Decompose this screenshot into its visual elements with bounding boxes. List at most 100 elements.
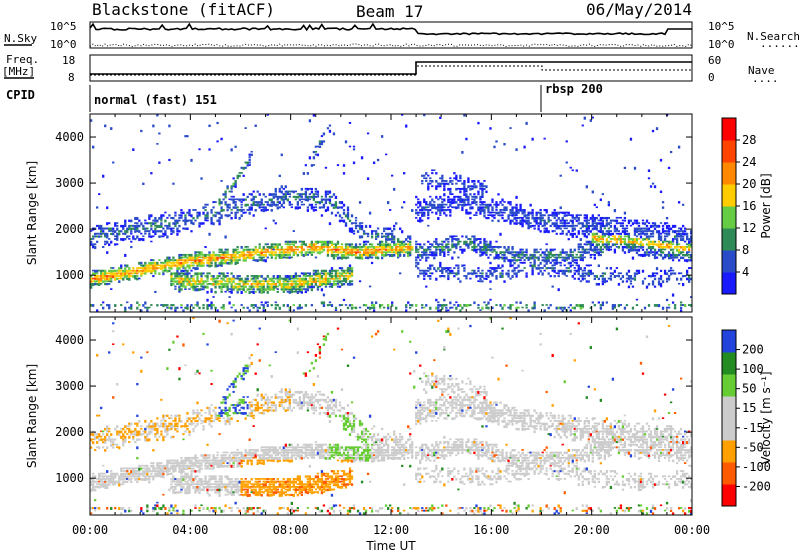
range-cell xyxy=(96,275,99,278)
range-cell xyxy=(475,246,478,248)
range-cell xyxy=(202,480,205,483)
range-cell xyxy=(366,306,370,309)
range-cell xyxy=(94,475,97,479)
range-cell xyxy=(423,251,426,255)
range-cell xyxy=(483,211,486,214)
range-cell xyxy=(453,243,456,247)
range-cell xyxy=(148,438,151,442)
range-cell xyxy=(483,214,486,218)
range-cell xyxy=(248,209,251,211)
range-cell xyxy=(114,427,117,431)
range-cell xyxy=(449,201,452,204)
range-cell xyxy=(523,209,526,212)
range-cell xyxy=(194,456,197,460)
range-cell xyxy=(589,243,592,247)
range-cell xyxy=(150,240,153,243)
range-cell xyxy=(236,261,239,265)
range-cell xyxy=(661,306,665,310)
range-cell xyxy=(421,182,424,185)
range-cell xyxy=(154,219,157,222)
range-cell xyxy=(108,351,111,354)
range-cell xyxy=(561,269,564,273)
range-cell xyxy=(280,251,283,254)
range-cell xyxy=(429,246,432,248)
range-cell xyxy=(178,253,181,257)
range-cell xyxy=(487,306,490,310)
range-cell xyxy=(374,235,378,238)
range-cell xyxy=(246,256,249,259)
range-cell xyxy=(178,288,181,292)
range-cell xyxy=(477,267,480,270)
range-cell xyxy=(391,230,394,233)
range-cell xyxy=(521,222,524,226)
range-cell xyxy=(302,240,306,244)
range-cell xyxy=(487,269,490,272)
range-cell xyxy=(473,201,476,204)
range-cell xyxy=(284,248,287,251)
range-cell xyxy=(278,243,281,246)
range-cell xyxy=(184,462,187,465)
range-cell xyxy=(322,301,326,304)
range-cell xyxy=(282,280,285,283)
range-cell xyxy=(256,277,259,280)
range-cell xyxy=(312,272,316,276)
range-cell xyxy=(593,248,596,252)
range-cell xyxy=(254,124,257,127)
range-cell xyxy=(615,222,619,225)
range-cell xyxy=(174,280,177,283)
colorbar-tick-label: 4 xyxy=(742,265,749,279)
range-cell xyxy=(613,243,617,246)
range-cell xyxy=(679,238,683,242)
range-cell xyxy=(184,488,187,492)
range-cell xyxy=(164,470,167,473)
range-cell xyxy=(533,301,536,305)
range-cell xyxy=(188,491,191,494)
freq-label: Freq. xyxy=(6,53,39,66)
range-cell xyxy=(485,206,488,209)
range-cell xyxy=(292,251,295,254)
range-cell xyxy=(599,304,602,307)
range-cell xyxy=(104,441,107,444)
range-cell xyxy=(433,246,436,248)
range-cell xyxy=(449,272,452,275)
range-cell xyxy=(168,470,171,473)
range-cell xyxy=(571,259,574,263)
range-cell xyxy=(238,251,241,254)
power-scatter-data xyxy=(90,114,693,313)
range-cell xyxy=(170,462,173,465)
range-cell xyxy=(184,261,187,264)
range-cell xyxy=(200,454,203,457)
range-cell xyxy=(110,443,113,447)
range-cell xyxy=(270,256,273,259)
range-cell xyxy=(312,248,316,251)
range-cell xyxy=(489,261,492,265)
range-cell xyxy=(192,264,195,267)
range-cell xyxy=(685,235,689,239)
range-cell xyxy=(230,195,233,198)
range-cell xyxy=(423,275,426,277)
range-cell xyxy=(348,269,352,272)
range-cell xyxy=(481,280,484,283)
range-cell xyxy=(597,222,600,225)
range-cell xyxy=(292,253,295,257)
range-cell xyxy=(344,253,348,256)
range-cell xyxy=(174,285,177,288)
range-cell xyxy=(581,224,584,228)
range-cell xyxy=(393,253,396,257)
range-cell xyxy=(585,224,588,228)
range-cell xyxy=(671,243,675,245)
range-cell xyxy=(310,275,314,278)
range-cell xyxy=(284,288,287,291)
range-cell xyxy=(439,309,442,312)
range-cell xyxy=(326,198,330,201)
range-cell xyxy=(593,304,596,307)
range-cell xyxy=(328,272,332,276)
range-cell xyxy=(238,275,241,278)
range-cell xyxy=(425,256,428,259)
range-cell xyxy=(465,275,468,278)
range-cell xyxy=(571,306,574,309)
range-cell xyxy=(595,243,598,247)
range-cell xyxy=(370,232,374,235)
range-cell xyxy=(475,248,478,252)
range-cell xyxy=(336,251,340,254)
